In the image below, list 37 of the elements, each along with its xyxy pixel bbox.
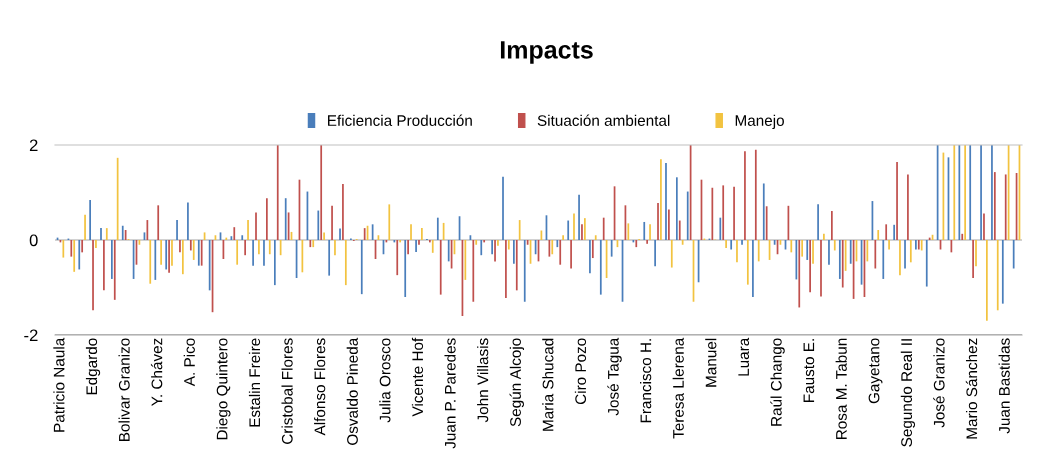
- x-tick-label: Teresa Llerena: [672, 337, 684, 439]
- x-tick-label: Cristobal Flores: [281, 338, 293, 444]
- y-tick-label: 2: [29, 139, 38, 152]
- x-tick-label: Y. Chávez: [150, 338, 163, 406]
- x-tick-label: Bolivar Granizo: [118, 338, 130, 441]
- x-tick-label: Ciro Pozo: [574, 338, 587, 405]
- x-tick-label: Mario Sánchez: [965, 338, 978, 439]
- x-tick-label: Estalin Freire: [248, 338, 261, 427]
- x-tick-label: Patricio Naula: [53, 337, 65, 432]
- x-tick-label: Raúl Chango: [770, 338, 785, 426]
- x-tick-label: A. Pico: [183, 338, 195, 387]
- x-tick-label: Edgardo: [85, 338, 101, 395]
- x-tick-label: John Villasis: [477, 338, 489, 423]
- legend-label: Manejo: [735, 114, 784, 129]
- x-tick-label: Juan Bastidas: [998, 338, 1010, 434]
- x-tick-label: Juan P. Paredes: [444, 338, 456, 449]
- x-tick-label: Segundo Real II: [900, 339, 916, 447]
- x-tick-label: Vicente Hof: [411, 337, 424, 417]
- y-tick-label: -2: [24, 329, 38, 342]
- x-tick-label: Julia Orosco: [379, 338, 391, 423]
- y-tick-label: 0: [29, 234, 38, 247]
- x-tick-label: Francisco H.: [640, 339, 652, 423]
- x-tick-label: Diego Quintero: [216, 338, 231, 440]
- x-tick-label: José Granizo: [933, 338, 945, 428]
- x-tick-label: Rosa M. Tabun: [835, 338, 847, 439]
- x-tick-label: Osvaldo Pineda: [346, 337, 358, 445]
- legend-label: Situación ambiental: [537, 114, 670, 126]
- x-tick-label: Luara: [738, 337, 750, 376]
- chart-title: Impacts: [500, 41, 593, 64]
- x-tick-label: Alfonso Flores: [314, 338, 326, 436]
- x-tick-label: Maria Shucad: [542, 338, 554, 431]
- x-tick-label: Gayetano: [868, 338, 883, 404]
- x-tick-label: Manuel: [705, 338, 717, 387]
- x-tick-label: Fausto E.: [803, 339, 815, 402]
- legend-label: Eficiencia Producción: [328, 114, 472, 126]
- x-tick-label: José Tagua: [607, 337, 622, 416]
- x-tick-label: Según Alcojo: [509, 338, 524, 427]
